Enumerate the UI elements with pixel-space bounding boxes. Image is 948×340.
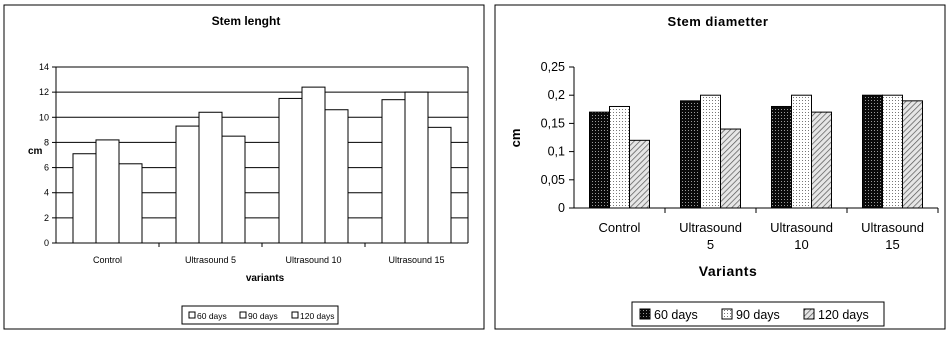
y-tick-label: 14 [39, 62, 49, 72]
legend-swatch [291, 311, 299, 319]
y-tick-label: 0 [558, 201, 565, 215]
y-tick-label: 0,15 [541, 116, 565, 130]
y-tick-label: 10 [39, 112, 49, 122]
legend-box [181, 305, 339, 325]
legend-box [631, 301, 885, 327]
y-tick-label: 8 [44, 137, 49, 147]
legend-swatch [721, 308, 733, 320]
bar [72, 153, 97, 244]
legend: 60 days 90 days 120 days [631, 301, 885, 327]
y-tick-label: 0 [44, 238, 49, 248]
y-tick-labels: 0 2 4 6 8 10 12 14 [39, 62, 49, 248]
y-tick-label: 0,05 [541, 173, 565, 187]
bar [882, 94, 903, 209]
legend-swatch [803, 308, 815, 320]
bar [324, 109, 349, 244]
legend: 60 days 90 days 120 days [181, 305, 339, 325]
y-tick-label: 6 [44, 163, 49, 173]
x-tick-label: Ultrasound [679, 220, 742, 235]
chart-title: Stem diametter [668, 14, 769, 29]
legend-label: 90 days [248, 311, 278, 321]
y-tick-labels: 0 0,05 0,1 0,15 0,2 0,25 [541, 60, 565, 215]
stem-diameter-chart: Stem diametter 0 0,05 0,1 0,15 0,2 0,25 Contr… [494, 4, 946, 330]
legend-label: 90 days [736, 308, 780, 322]
x-tick-label: 15 [885, 237, 899, 252]
legend-label: 120 days [300, 311, 335, 321]
bar [811, 111, 832, 209]
bar [198, 111, 223, 244]
x-tick-label: Ultrasound 15 [388, 255, 444, 265]
legend-label: 60 days [197, 311, 227, 321]
stem-diameter-chart-panel: Stem diametter 0 0,05 0,1 0,15 0,2 0,25 Contr… [492, 0, 948, 335]
y-tick-label: 4 [44, 188, 49, 198]
legend-label: 120 days [818, 308, 869, 322]
x-tick-label: 10 [794, 237, 808, 252]
bar [221, 135, 246, 244]
bar [791, 94, 812, 209]
x-tick-label: Ultrasound 10 [285, 255, 341, 265]
legend-swatch [188, 311, 196, 319]
x-tick-label: 5 [707, 237, 714, 252]
bar [278, 97, 303, 244]
bar [720, 128, 741, 209]
x-axis-label: variants [246, 273, 285, 284]
x-tick-label: Ultrasound [861, 220, 924, 235]
bar [175, 125, 200, 244]
y-tick-label: 0,1 [548, 145, 565, 159]
x-tick-label: Ultrasound [770, 220, 833, 235]
bar [118, 163, 143, 244]
x-tick-label: Control [93, 255, 122, 265]
x-tick-labels: Control Ultrasound 5 Ultrasound 10 Ultrasound… [599, 220, 924, 252]
chart-title: Stem lenght [212, 14, 281, 28]
stem-length-chart: Stem lenght 0 2 4 6 8 10 12 14 Control Ultrasoun… [3, 4, 485, 330]
bar [589, 111, 610, 209]
x-tick-label: Control [599, 220, 641, 235]
bar [771, 105, 792, 209]
bars [589, 94, 939, 213]
y-tick-label: 2 [44, 213, 49, 223]
legend-swatch [639, 308, 651, 320]
y-tick-label: 0,2 [548, 88, 565, 102]
bar [700, 94, 721, 209]
legend-label: 60 days [654, 308, 698, 322]
stem-length-chart-panel: Stem lenght 0 2 4 6 8 10 12 14 Control Ultrasoun… [3, 4, 485, 330]
bar [404, 91, 429, 244]
legend-swatch [239, 311, 247, 319]
bar [629, 139, 650, 209]
bar [680, 100, 701, 209]
y-axis-label: cm [28, 146, 43, 157]
x-tick-label: Ultrasound 5 [185, 255, 236, 265]
bar [609, 105, 630, 209]
bar [301, 86, 326, 244]
x-tick-labels: Control Ultrasound 5 Ultrasound 10 Ultrasou… [93, 255, 445, 265]
y-axis-label: cm [508, 129, 523, 148]
y-tick-label: 0,25 [541, 60, 565, 74]
bar [862, 94, 883, 209]
bar [902, 100, 923, 209]
x-axis-label: Variants [699, 263, 757, 279]
bar [381, 99, 406, 244]
bar [427, 126, 452, 244]
bar [95, 139, 120, 244]
bars [72, 86, 452, 247]
y-tick-label: 12 [39, 87, 49, 97]
